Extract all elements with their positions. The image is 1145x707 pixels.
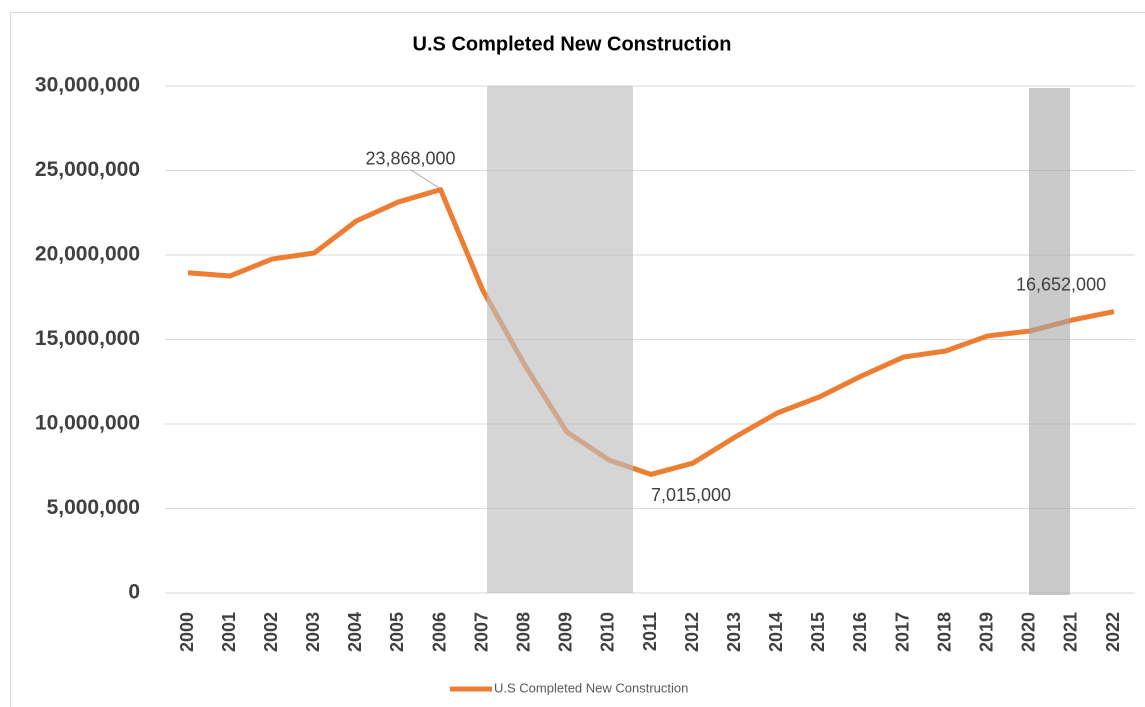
y-tick-label: 5,000,000 <box>47 496 140 519</box>
y-tick-label: 15,000,000 <box>35 327 140 350</box>
x-tick-label: 2001 <box>219 612 239 652</box>
x-tick-label: 2007 <box>471 612 491 652</box>
x-tick-label: 2017 <box>892 612 912 652</box>
y-tick-label: 30,000,000 <box>35 74 140 97</box>
labels: 0 5,000,000 10,000,000 15,000,000 20,000,000… <box>35 74 1123 696</box>
shaded-period <box>487 86 633 593</box>
data-label: 23,868,000 <box>365 148 455 168</box>
data-line <box>187 187 1115 477</box>
x-tick-label: 2012 <box>682 612 702 652</box>
x-tick-label: 2006 <box>429 612 449 652</box>
x-tick-label: 2018 <box>934 612 954 652</box>
x-tick-label: 2010 <box>598 612 618 652</box>
legend-label: U.S Completed New Construction <box>494 680 688 695</box>
grid <box>165 85 1135 594</box>
chart-title: U.S Completed New Construction <box>413 33 732 55</box>
x-tick-label: 2002 <box>261 612 281 652</box>
data-label: 7,015,000 <box>651 485 731 505</box>
x-tick-label: 2004 <box>345 612 365 652</box>
x-tick-label: 2009 <box>556 612 576 652</box>
x-tick-label: 2022 <box>1103 612 1123 652</box>
x-tick-label: 2020 <box>1019 612 1039 652</box>
chart-border <box>10 12 1145 707</box>
x-tick-label: 2000 <box>177 612 197 652</box>
y-tick-label: 0 <box>128 581 140 604</box>
y-tick-label: 10,000,000 <box>35 412 140 435</box>
x-tick-label: 2019 <box>976 612 996 652</box>
x-tick-label: 2005 <box>387 612 407 652</box>
x-tick-label: 2003 <box>303 612 323 652</box>
x-tick-label: 2015 <box>808 612 828 652</box>
x-tick-label: 2013 <box>724 612 744 652</box>
data-label: 16,652,000 <box>1016 274 1106 294</box>
x-tick-label: 2011 <box>640 612 660 651</box>
plot <box>187 187 1115 477</box>
leader-line <box>410 169 439 189</box>
y-tick-label: 20,000,000 <box>35 243 140 266</box>
y-tick-label: 25,000,000 <box>35 158 140 181</box>
shaded-period <box>1029 88 1070 595</box>
x-tick-label: 2016 <box>850 612 870 652</box>
x-tick-label: 2014 <box>766 612 786 652</box>
x-tick-label: 2008 <box>513 612 533 652</box>
x-tick-label: 2021 <box>1061 612 1081 652</box>
